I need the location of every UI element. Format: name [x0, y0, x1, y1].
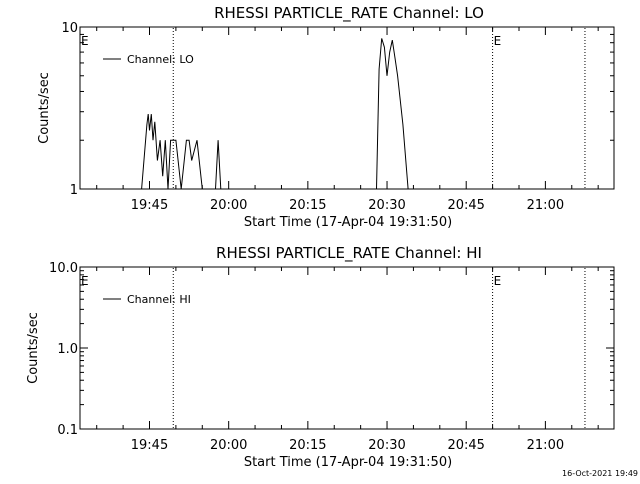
panel-hi: RHESSI PARTICLE_RATE Channel: HI Start T… — [26, 244, 615, 470]
panel-lo-axis-marker-label: E — [81, 34, 89, 48]
panel-hi-x-tick-label: 20:15 — [289, 438, 326, 453]
panel-hi-title: RHESSI PARTICLE_RATE Channel: HI — [216, 244, 482, 263]
panel-lo-series — [141, 38, 409, 190]
panel-lo-series-line — [141, 38, 409, 190]
panel-hi-ylabel: Counts/sec — [26, 312, 41, 384]
panel-lo-x-tick-label: 20:45 — [447, 198, 484, 213]
panel-lo-ylabel: Counts/sec — [37, 72, 52, 144]
panel-lo-markers: EE — [81, 28, 586, 188]
panel-hi-xlabel: Start Time (17-Apr-04 19:31:50) — [244, 455, 452, 470]
panel-hi-y-tick-label: 10.0 — [49, 261, 78, 276]
panel-hi-y-ticks: 0.1 1.0 10.0 — [49, 261, 614, 438]
panel-lo-title: RHESSI PARTICLE_RATE Channel: LO — [214, 4, 484, 23]
panel-lo: RHESSI PARTICLE_RATE Channel: LO Start T… — [37, 4, 615, 230]
panel-hi-legend-label: Channel: HI — [127, 293, 191, 306]
panel-hi-markers: EE — [81, 268, 586, 428]
panel-hi-x-tick-label: 20:00 — [210, 438, 247, 453]
panel-lo-x-tick-label: 19:45 — [131, 198, 168, 213]
panel-lo-legend-label: Channel: LO — [127, 53, 194, 66]
panel-lo-xlabel: Start Time (17-Apr-04 19:31:50) — [244, 215, 452, 230]
panel-hi-x-tick-label: 20:30 — [368, 438, 405, 453]
panel-hi-legend: Channel: HI — [103, 293, 191, 306]
generation-timestamp: 16-Oct-2021 19:49 — [562, 469, 638, 478]
panel-hi-y-tick-label: 1.0 — [57, 342, 78, 357]
panel-lo-marker-label: E — [494, 34, 502, 48]
panel-lo-x-tick-label: 20:15 — [289, 198, 326, 213]
panel-lo-legend: Channel: LO — [103, 53, 194, 66]
panel-lo-x-ticks: 19:45 20:00 20:15 20:30 20:45 21:00 — [96, 27, 599, 213]
panel-lo-x-tick-label: 20:00 — [210, 198, 247, 213]
panel-hi-x-ticks: 19:45 20:00 20:15 20:30 20:45 21:00 — [96, 267, 599, 453]
panel-hi-x-tick-label: 21:00 — [527, 438, 564, 453]
panel-hi-y-tick-label: 0.1 — [57, 423, 78, 438]
panel-hi-axis-marker-label: E — [81, 274, 89, 288]
panel-hi-x-tick-label: 19:45 — [131, 438, 168, 453]
panel-hi-marker-label: E — [494, 274, 502, 288]
panel-lo-y-tick-label: 10 — [61, 21, 78, 36]
panel-lo-x-tick-label: 20:30 — [368, 198, 405, 213]
panel-lo-x-tick-label: 21:00 — [527, 198, 564, 213]
panel-hi-x-tick-label: 20:45 — [447, 438, 484, 453]
panel-lo-y-ticks: 1 10 — [61, 21, 614, 198]
panel-lo-y-tick-label: 1 — [70, 183, 78, 198]
